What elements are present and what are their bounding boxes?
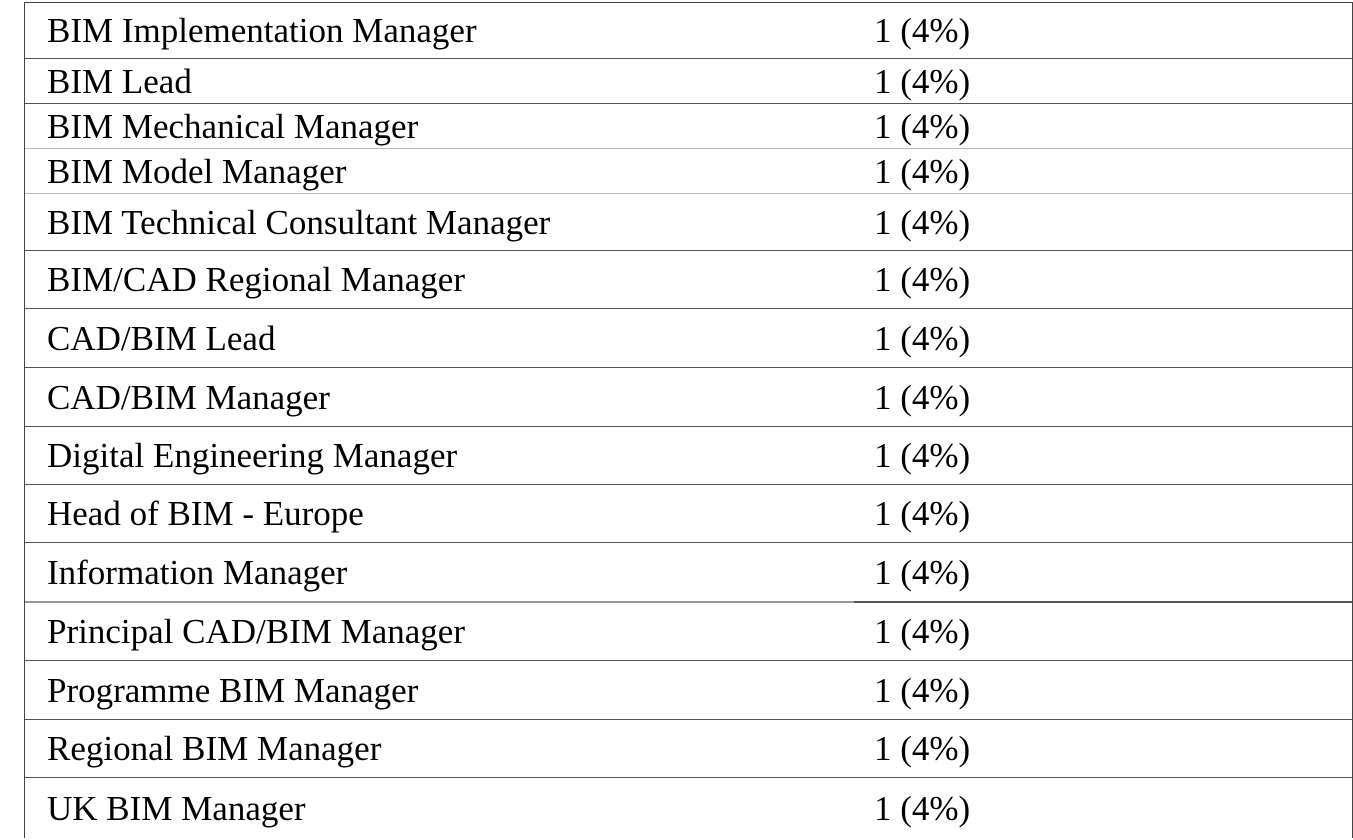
role-cell: Programme BIM Manager xyxy=(47,670,419,710)
count-cell: 1 (4%) xyxy=(874,788,971,828)
count-cell: 1 (4%) xyxy=(874,61,971,101)
count-cell: 1 (4%) xyxy=(874,436,971,475)
job-title-table: BIM Implementation Manager 1 (4%) BIM Le… xyxy=(24,2,1353,838)
count-cell: 1 (4%) xyxy=(874,318,971,358)
role-cell: Head of BIM - Europe xyxy=(47,494,364,533)
count-cell: 1 (4%) xyxy=(874,552,971,592)
role-cell: BIM Lead xyxy=(47,61,192,101)
role-cell: Principal CAD/BIM Manager xyxy=(47,611,465,651)
table-row: CAD/BIM Lead 1 (4%) xyxy=(25,309,1352,368)
count-cell: 1 (4%) xyxy=(874,11,971,50)
table-row: CAD/BIM Manager 1 (4%) xyxy=(25,368,1352,427)
count-cell: 1 (4%) xyxy=(874,611,971,651)
table-row: BIM/CAD Regional Manager 1 (4%) xyxy=(25,251,1352,309)
role-cell: BIM Technical Consultant Manager xyxy=(47,202,551,242)
count-cell: 1 (4%) xyxy=(874,377,971,417)
count-cell: 1 (4%) xyxy=(874,670,971,710)
table-row: Regional BIM Manager 1 (4%) xyxy=(25,720,1352,778)
role-cell: Regional BIM Manager xyxy=(47,729,382,768)
role-cell: CAD/BIM Manager xyxy=(47,377,330,417)
table-row: BIM Implementation Manager 1 (4%) xyxy=(25,3,1352,59)
role-cell: BIM/CAD Regional Manager xyxy=(47,260,465,299)
count-cell: 1 (4%) xyxy=(874,494,971,533)
table-row: Head of BIM - Europe 1 (4%) xyxy=(25,485,1352,543)
count-cell: 1 (4%) xyxy=(874,106,971,146)
count-cell: 1 (4%) xyxy=(874,202,971,242)
role-cell: BIM Model Manager xyxy=(47,151,347,191)
role-cell: BIM Implementation Manager xyxy=(47,11,477,50)
table-row: Information Manager 1 (4%) xyxy=(25,543,1352,603)
role-cell: CAD/BIM Lead xyxy=(47,318,276,358)
count-cell: 1 (4%) xyxy=(874,260,971,299)
table-row: UK BIM Manager 1 (4%) xyxy=(25,778,1352,838)
table-row: BIM Technical Consultant Manager 1 (4%) xyxy=(25,194,1352,251)
table-row: Programme BIM Manager 1 (4%) xyxy=(25,661,1352,720)
count-cell: 1 (4%) xyxy=(874,151,971,191)
table-row: Digital Engineering Manager 1 (4%) xyxy=(25,427,1352,485)
count-cell: 1 (4%) xyxy=(874,729,971,768)
table-row: BIM Mechanical Manager 1 (4%) xyxy=(25,104,1352,149)
role-cell: BIM Mechanical Manager xyxy=(47,106,419,146)
role-cell: Digital Engineering Manager xyxy=(47,436,458,475)
role-cell: UK BIM Manager xyxy=(47,788,306,828)
table-row: BIM Lead 1 (4%) xyxy=(25,59,1352,104)
role-cell: Information Manager xyxy=(47,552,348,592)
table-row: Principal CAD/BIM Manager 1 (4%) xyxy=(25,602,1352,661)
table-row: BIM Model Manager 1 (4%) xyxy=(25,149,1352,194)
